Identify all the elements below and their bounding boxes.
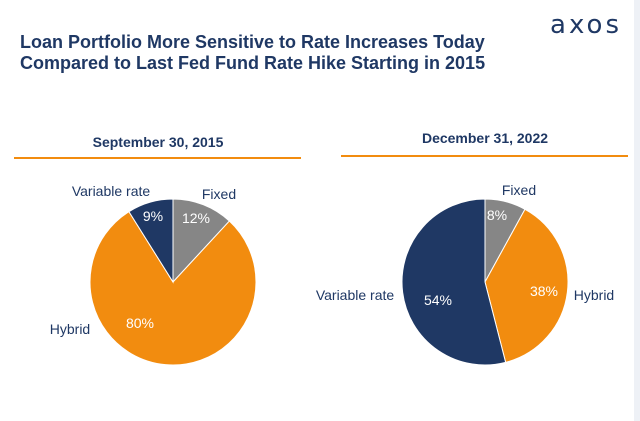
chart-2015-pie bbox=[89, 198, 257, 366]
chart-2015-legend-hybrid: Hybrid bbox=[50, 321, 90, 337]
chart-2022-value-fixed: 8% bbox=[487, 207, 507, 223]
chart-2022: December 31, 2022 Fixed Hybrid Variable … bbox=[316, 130, 628, 366]
chart-2015: September 30, 2015 Fixed Variable rate H… bbox=[14, 134, 301, 366]
page-title: Loan Portfolio More Sensitive to Rate In… bbox=[20, 32, 580, 74]
chart-2022-legend-hybrid: Hybrid bbox=[574, 287, 614, 303]
chart-2015-legend-fixed: Fixed bbox=[202, 186, 236, 202]
chart-2022-title: December 31, 2022 bbox=[422, 130, 548, 146]
chart-2015-value-fixed: 12% bbox=[182, 210, 210, 226]
chart-2015-title: September 30, 2015 bbox=[93, 134, 224, 150]
chart-2022-value-hybrid: 38% bbox=[530, 283, 558, 299]
chart-2022-value-variable: 54% bbox=[424, 292, 452, 308]
side-strip bbox=[634, 0, 640, 421]
pie-slice-hybrid bbox=[484, 208, 569, 363]
axos-logo: axos bbox=[550, 10, 622, 40]
chart-2015-value-hybrid: 80% bbox=[126, 315, 154, 331]
title-line-2: Compared to Last Fed Fund Rate Hike Star… bbox=[20, 53, 486, 73]
title-line-1: Loan Portfolio More Sensitive to Rate In… bbox=[20, 32, 485, 52]
pie-slice-variable-rate bbox=[401, 198, 507, 366]
pie-slice-fixed bbox=[172, 198, 231, 284]
chart-2022-legend-variable: Variable rate bbox=[316, 287, 395, 303]
chart-2022-pie bbox=[401, 198, 569, 366]
pie-slice-variable-rate bbox=[128, 198, 174, 284]
chart-2015-value-variable: 9% bbox=[143, 208, 163, 224]
chart-2022-legend-fixed: Fixed bbox=[502, 182, 536, 198]
pie-slice-hybrid bbox=[89, 210, 257, 366]
chart-2015-legend-variable: Variable rate bbox=[72, 183, 151, 199]
